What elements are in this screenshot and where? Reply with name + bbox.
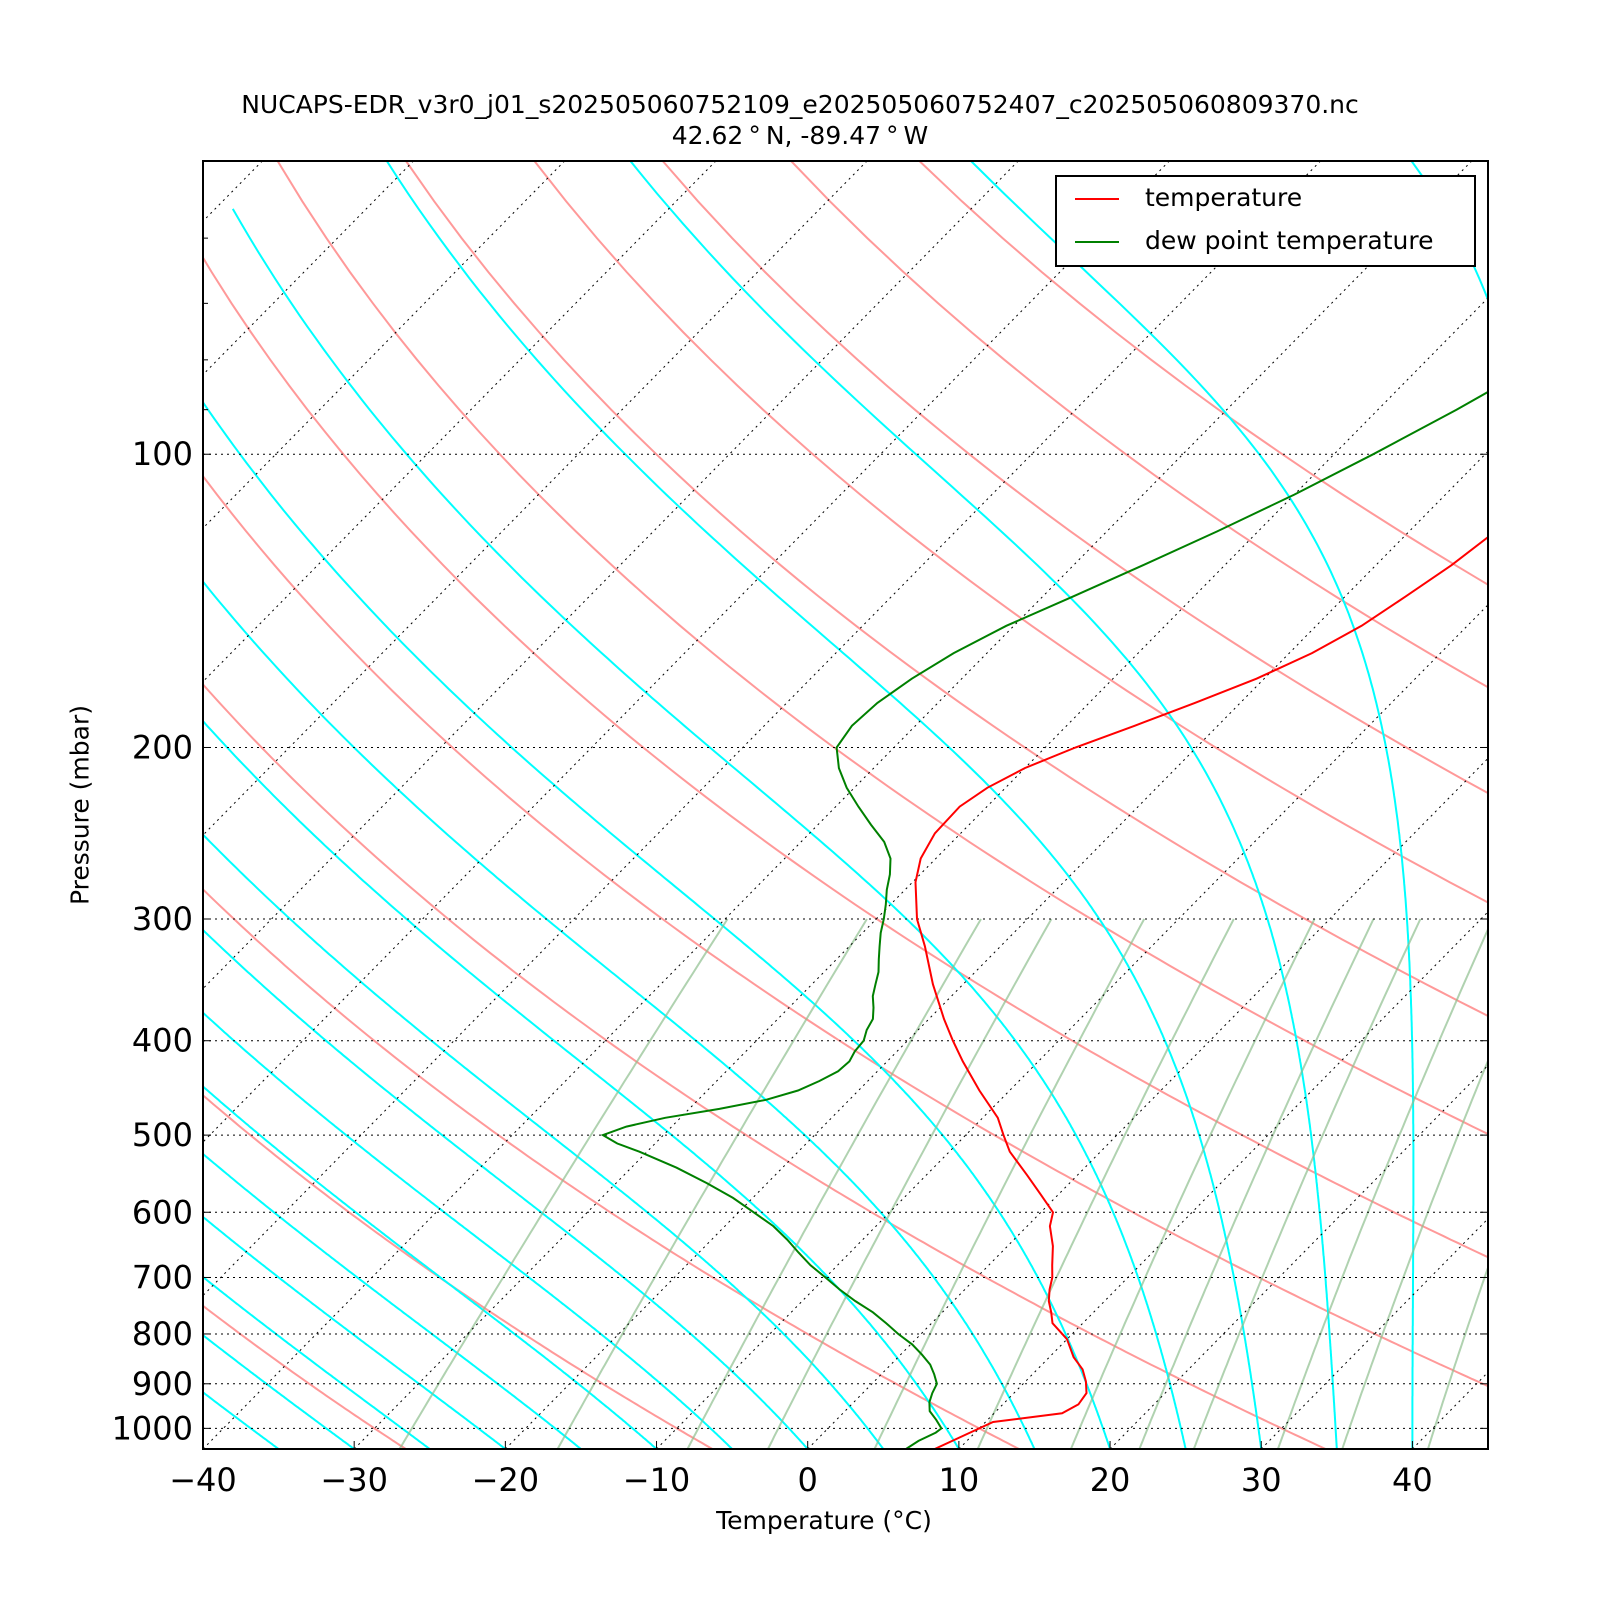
moist-adiabat-line: [203, 1215, 506, 1449]
moist-adiabat-line: [203, 1333, 355, 1449]
isotherm-grid-line: [203, 161, 1019, 990]
moist-adiabat-line: [203, 719, 960, 1449]
plot-frame: [202, 160, 1489, 1450]
legend-label-temperature: temperature: [1145, 183, 1303, 212]
y-tick-label: 1000: [112, 1409, 193, 1447]
x-tick-label: 30: [1241, 1461, 1282, 1499]
isotherm-grid-line: [203, 161, 1473, 1449]
mixing-ratio-line: [1138, 918, 1375, 1449]
moist-adiabat-line: [203, 1011, 733, 1449]
x-tick-label: 20: [1090, 1461, 1131, 1499]
dry-adiabat-line: [276, 161, 1488, 1136]
legend-swatch-temperature: [1075, 198, 1119, 200]
x-axis-label: Temperature (°C): [716, 1506, 932, 1535]
isotherm-grid-line: [1412, 1371, 1488, 1449]
mixing-ratio-line: [1427, 1264, 1488, 1449]
isotherm-grid-line: [203, 161, 1321, 1297]
isotherm-grid-line: [203, 161, 565, 529]
moist-adiabat-line: [231, 208, 1187, 1449]
moist-adiabat-line: [203, 580, 1036, 1449]
y-tick-label: 800: [132, 1315, 193, 1353]
dry-adiabat-line: [203, 682, 1327, 1449]
chart-title: NUCAPS-EDR_v3r0_j01_s202505060752109_e20…: [241, 90, 1359, 119]
background-lines: [203, 161, 1600, 1449]
x-tick-label: −10: [623, 1461, 691, 1499]
moist-adiabat-line: [203, 1275, 431, 1449]
mixing-ratio-line: [1192, 918, 1422, 1449]
mixing-ratio-line: [976, 918, 1235, 1449]
x-tick-label: 40: [1392, 1461, 1433, 1499]
dry-adiabat-line: [918, 161, 1488, 586]
isotherm-grid-line: [656, 604, 1488, 1449]
y-axis: 100 200 300 400 500 600 700 800 900 1000: [112, 160, 1488, 1447]
legend-label-dewpoint: dew point temperature: [1145, 226, 1434, 255]
y-axis-label: Pressure (mbar): [65, 704, 95, 906]
moist-adiabat-line: [970, 161, 1415, 1449]
moist-adiabat-line: [629, 161, 1338, 1449]
y-tick-label: 900: [132, 1365, 193, 1403]
legend: temperature dew point temperature: [1055, 175, 1476, 267]
y-tick-label: 500: [132, 1116, 193, 1154]
y-tick-label: 200: [132, 728, 193, 766]
mixing-ratio-line: [1276, 926, 1488, 1449]
series-line-temperature: [914, 535, 1488, 1449]
mixing-ratio-line: [1341, 1058, 1488, 1449]
isotherm-grid-line: [1109, 1064, 1488, 1449]
mixing-ratio-line: [873, 918, 1146, 1449]
y-tick-label: 400: [132, 1022, 193, 1060]
moist-adiabat-line: [385, 161, 1263, 1449]
chart-subtitle: 42.62 ° N, -89.47 ° W: [671, 121, 929, 150]
series-line-dewpoint: [600, 390, 1488, 1449]
dry-adiabat-line: [405, 161, 1488, 1018]
isotherm-grid-line: [505, 450, 1488, 1449]
dry-adiabat-line: [203, 888, 1020, 1449]
dry-adiabat-line: [661, 161, 1488, 795]
mixing-ratio-line: [686, 918, 982, 1449]
isotherm-grid-line: [1564, 161, 1600, 1449]
moist-adiabat-line: [1410, 161, 1488, 1449]
isotherm-grid-line: [958, 911, 1488, 1449]
dry-adiabat-line: [203, 255, 1488, 1259]
isotherm-grid-line: [807, 757, 1488, 1449]
moist-adiabat-line: [203, 928, 809, 1449]
data-series: [600, 390, 1488, 1449]
dry-adiabat-line: [203, 1304, 407, 1449]
isotherm-grid-line: [203, 161, 868, 836]
x-tick-label: 0: [798, 1461, 818, 1499]
mixing-ratio-line: [767, 918, 1053, 1449]
dry-adiabat-line: [203, 474, 1488, 1388]
x-axis: −40 −30 −20 −10 0 10 20 30 40: [169, 1441, 1433, 1499]
mixing-ratio-line: [1517, 919, 1600, 1449]
mixing-ratio-line: [1069, 918, 1316, 1449]
moist-adiabat-line: [203, 1085, 658, 1449]
dry-adiabat-line: [790, 161, 1488, 689]
moist-adiabat-line: [203, 400, 1112, 1449]
moist-adiabat-line: [203, 1152, 582, 1449]
x-tick-label: −20: [472, 1461, 540, 1499]
mixing-ratio-line: [398, 918, 729, 1449]
dry-adiabat-line: [203, 1094, 713, 1449]
y-tick-label: 300: [132, 900, 193, 938]
x-tick-label: −30: [320, 1461, 388, 1499]
legend-swatch-dewpoint: [1075, 241, 1119, 243]
isotherm-grid-line: [203, 161, 1170, 1143]
y-tick-label: 600: [132, 1193, 193, 1231]
legend-item-dewpoint: dew point temperature: [1057, 222, 1474, 262]
x-tick-label: 10: [939, 1461, 980, 1499]
isotherm-grid-line: [1260, 1218, 1488, 1449]
mixing-ratio-line: [556, 918, 868, 1449]
moist-adiabat-line: [203, 833, 885, 1449]
legend-item-temperature: temperature: [1057, 179, 1474, 219]
y-tick-label: 100: [132, 435, 193, 473]
isotherm-grid-line: [203, 161, 717, 683]
isotherm-grid-line: [203, 161, 414, 376]
grid-lines: [203, 161, 1600, 1449]
y-tick-label: 700: [132, 1258, 193, 1296]
dry-adiabat-line: [533, 161, 1488, 904]
isotherm-grid-line: [353, 297, 1488, 1449]
x-tick-label: −40: [169, 1461, 237, 1499]
